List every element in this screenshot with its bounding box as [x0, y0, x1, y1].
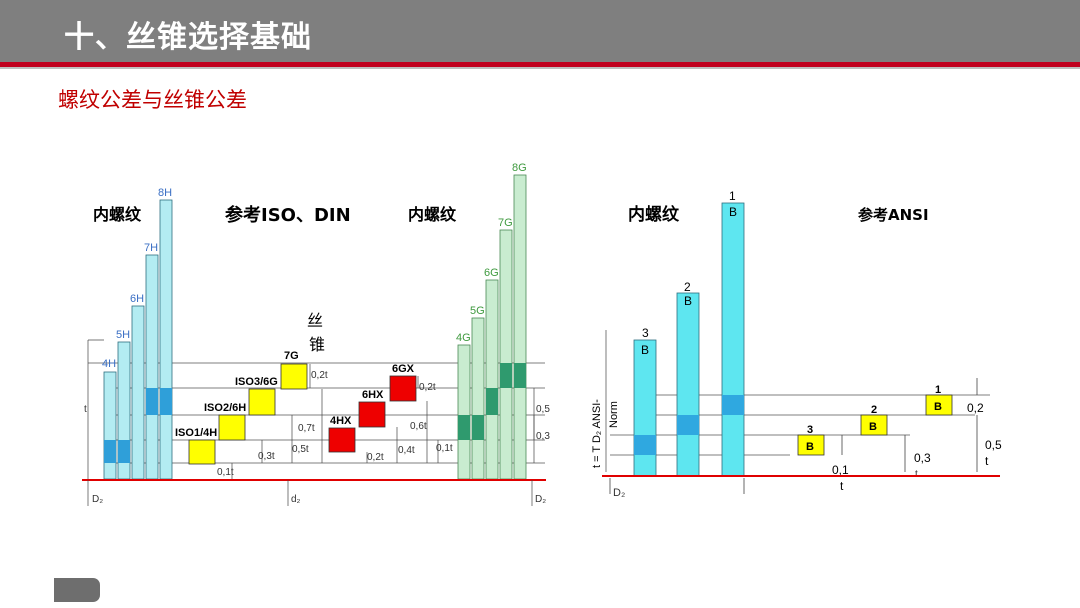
label-d2-left: D₂: [92, 494, 103, 505]
g-tolerance-bars: [457, 174, 527, 480]
bar-label-6g: 6G: [484, 267, 499, 279]
bar-number-1: 1: [729, 189, 736, 203]
ansi-tolerance-diagram: 内螺纹 参考ANSI 3 B 2 B 1 B t = T D₂ ANSI- No…: [591, 189, 1002, 499]
dim-ansi-t2: t: [915, 469, 918, 480]
bar-letter-b1: B: [729, 205, 737, 219]
bar-label-7g: 7G: [498, 217, 513, 229]
box-number-2: 2: [871, 404, 877, 416]
box-number-1: 1: [935, 384, 941, 396]
dim-ansi-0-2: 0,2: [967, 401, 984, 415]
dim-0-4t: 0,4t: [398, 445, 415, 456]
tap-label-zhui: 锥: [309, 335, 325, 354]
box-label-iso2-6h: ISO2/6H: [204, 402, 246, 414]
bar-label-8h: 8H: [158, 187, 172, 199]
header-bar: 十、丝锥选择基础: [0, 0, 1080, 62]
box-label-iso1-4h: ISO1/4H: [175, 427, 217, 439]
dim-0-6t: 0,6t: [410, 421, 427, 432]
tap-label-si: 丝: [307, 311, 323, 330]
dim-0-2t-iso: 0,2t: [311, 370, 328, 381]
bar-number-3: 3: [642, 326, 649, 340]
heading-internal-thread-right: 内螺纹: [408, 205, 457, 224]
vertical-label-ansi: t = T D₂ ANSI-: [591, 399, 603, 468]
label-d2-right: D₂: [535, 494, 546, 505]
box-label-6hx: 6HX: [362, 389, 384, 401]
vertical-label-norm: Norm: [608, 401, 620, 428]
box-number-3: 3: [807, 424, 813, 436]
dim-0-1t: 0,1t: [217, 467, 234, 478]
dim-0-3t-g: 0,3t: [536, 431, 550, 442]
label-d2-ansi: D₂: [613, 487, 625, 499]
box-letter-1: B: [934, 401, 942, 413]
box-label-6gx: 6GX: [392, 363, 415, 375]
hx-tap-boxes: [328, 375, 417, 453]
label-d2-center: d₂: [291, 494, 301, 505]
iso-din-tolerance-diagram: 内螺纹 参考ISO、DIN 内螺纹 丝 锥 4H 5H 6H 7H 8H: [82, 162, 550, 506]
iso-tap-boxes: [188, 363, 308, 465]
box-label-iso3-6g: ISO3/6G: [235, 376, 278, 388]
dim-ansi-0-1: 0,1: [832, 463, 849, 477]
dim-0-3t: 0,3t: [258, 451, 275, 462]
page-title: 十、丝锥选择基础: [64, 20, 312, 55]
bar-label-5h: 5H: [116, 329, 130, 341]
bar-label-8g: 8G: [512, 162, 527, 174]
box-label-7g: 7G: [284, 350, 299, 362]
bar-label-4h: 4H: [102, 358, 116, 370]
heading-iso-din: 参考ISO、DIN: [225, 204, 351, 226]
dim-0-2t-hx: 0,2t: [367, 452, 384, 463]
bar-label-4g: 4G: [456, 332, 471, 344]
box-label-4hx: 4HX: [330, 415, 352, 427]
dim-t: t: [84, 404, 87, 415]
heading-internal-thread-ansi: 内螺纹: [628, 204, 680, 225]
header-red-rule: [0, 62, 1080, 67]
dim-0-5t: 0,5t: [292, 444, 309, 455]
box-letter-3: B: [806, 441, 814, 453]
bar-label-5g: 5G: [470, 305, 485, 317]
bar-letter-b3: B: [641, 343, 649, 357]
ansi-tap-boxes: [797, 394, 953, 456]
header-gray-rule: [0, 67, 1080, 69]
bar-number-2: 2: [684, 280, 691, 294]
page-number-tab: [54, 578, 100, 602]
dim-0-7t: 0,7t: [298, 423, 315, 434]
ansi-dimension-lines: [609, 378, 978, 494]
dim-0-2t-gx: 0,2t: [419, 382, 436, 393]
heading-internal-thread-left: 内螺纹: [93, 205, 142, 224]
h-tolerance-bars: [103, 199, 173, 480]
dim-ansi-0-3: 0,3: [914, 451, 931, 465]
dim-ansi-t1: t: [840, 479, 844, 493]
ansi-class-bars: [633, 202, 745, 477]
bar-label-6h: 6H: [130, 293, 144, 305]
dim-0-5t-g: 0,5t: [536, 404, 550, 415]
bar-letter-b2: B: [684, 294, 692, 308]
section-subtitle: 螺纹公差与丝锥公差: [58, 88, 247, 112]
bar-label-7h: 7H: [144, 242, 158, 254]
heading-ansi: 参考ANSI: [858, 206, 929, 224]
dim-0-1t-g: 0,1t: [436, 443, 453, 454]
box-letter-2: B: [869, 421, 877, 433]
dimension-lines: [87, 340, 535, 480]
dim-ansi-t3: t: [985, 454, 989, 468]
dim-ansi-0-5: 0,5: [985, 438, 1002, 452]
